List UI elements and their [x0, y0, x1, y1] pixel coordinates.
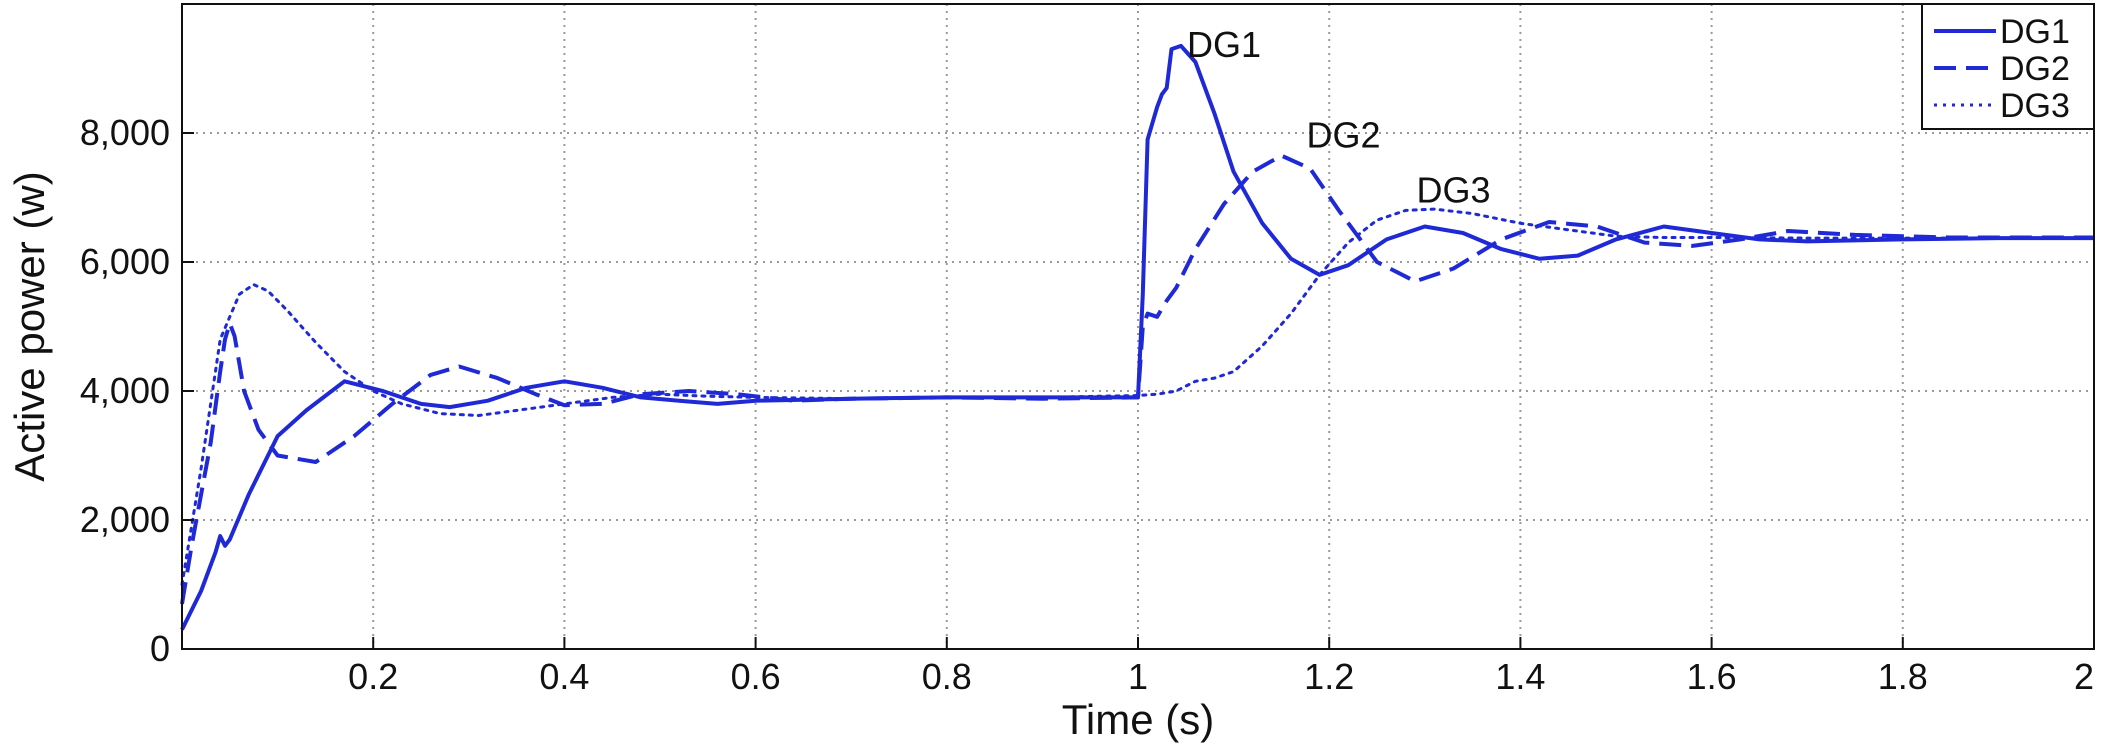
x-tick-label: 1.2 [1304, 656, 1354, 697]
x-tick-label: 2 [2074, 656, 2094, 697]
y-axis-title: Active power (w) [6, 171, 53, 481]
annotation-label: DG1 [1187, 24, 1261, 65]
axis-ticks: 0.2 0.4 0.6 0.8 1 1.2 1.4 1.6 1.8 2 0 2,000 4,000 6,0… [80, 112, 2095, 697]
y-tick-label: 8,000 [80, 112, 170, 153]
legend-label-dg3: DG3 [2000, 87, 2070, 125]
annotations: DG1 DG2 DG3 [1187, 24, 1490, 210]
annotation-label: DG2 [1307, 114, 1381, 155]
y-tick-label: 2,000 [80, 499, 170, 540]
x-tick-label: 1.6 [1687, 656, 1737, 697]
y-tick-label: 4,000 [80, 370, 170, 411]
grid [182, 4, 2094, 649]
y-tick-label: 0 [150, 628, 170, 669]
x-axis-title: Time (s) [1062, 696, 1214, 743]
annotation-label: DG3 [1416, 169, 1490, 210]
series-lines [180, 43, 2096, 631]
x-tick-label: 0.6 [731, 656, 781, 697]
x-tick-label: 0.2 [348, 656, 398, 697]
x-tick-label: 1.4 [1495, 656, 1545, 697]
series-line-dg1 [180, 43, 2094, 631]
y-tick-label: 6,000 [80, 241, 170, 282]
legend-label-dg1: DG1 [2000, 13, 2070, 51]
legend-label-dg2: DG2 [2000, 50, 2070, 88]
x-tick-label: 0.4 [539, 656, 589, 697]
series-line-dg3 [180, 207, 2096, 586]
x-tick-label: 0.8 [922, 656, 972, 697]
x-tick-label: 1 [1128, 656, 1148, 697]
series-line-dg2 [180, 153, 2094, 605]
x-tick-label: 1.8 [1878, 656, 1928, 697]
